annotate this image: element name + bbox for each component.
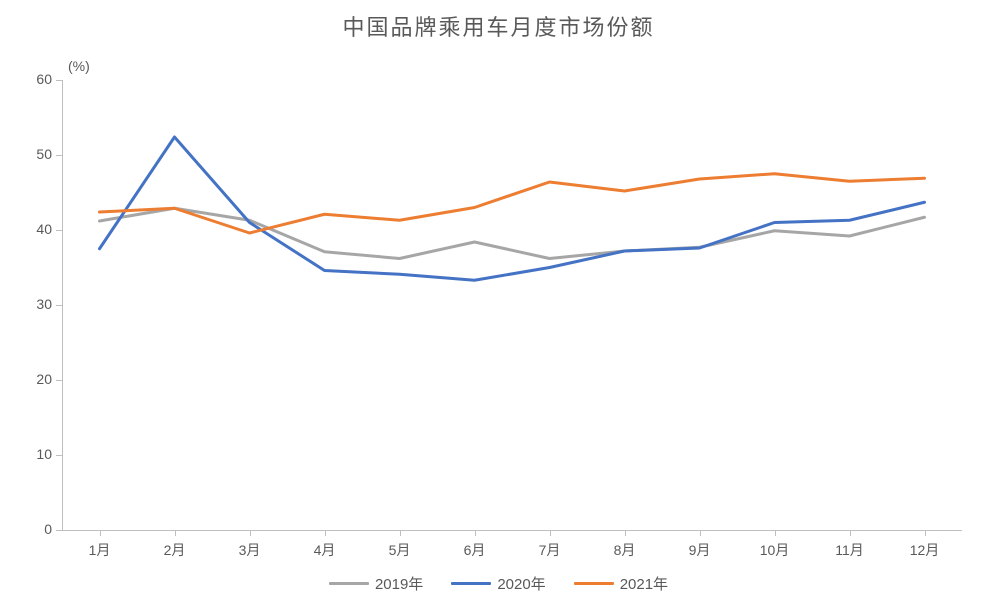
y-tick-label: 60: [18, 71, 52, 87]
y-tick: [56, 530, 62, 531]
legend-swatch: [451, 582, 491, 585]
legend-item: 2020年: [451, 573, 545, 594]
x-tick-label: 5月: [389, 540, 411, 560]
x-tick-label: 12月: [910, 540, 940, 560]
legend-swatch: [574, 582, 614, 585]
x-tick: [625, 530, 626, 536]
x-tick: [850, 530, 851, 536]
line-series-svg: [62, 80, 962, 530]
chart-title: 中国品牌乘用车月度市场份额: [0, 10, 997, 42]
x-axis-line: [62, 530, 962, 531]
x-tick-label: 4月: [314, 540, 336, 560]
legend-item: 2019年: [329, 573, 423, 594]
y-axis-unit-label: (%): [68, 58, 90, 74]
y-tick: [56, 455, 62, 456]
x-tick: [100, 530, 101, 536]
legend-item: 2021年: [574, 573, 668, 594]
x-tick-label: 6月: [464, 540, 486, 560]
y-tick: [56, 80, 62, 81]
legend-swatch: [329, 582, 369, 585]
series-line: [100, 208, 925, 258]
y-tick: [56, 230, 62, 231]
y-tick: [56, 305, 62, 306]
legend: 2019年 2020年 2021年: [0, 572, 997, 594]
x-tick-label: 3月: [239, 540, 261, 560]
legend-label: 2020年: [497, 573, 545, 594]
x-tick-label: 11月: [835, 540, 864, 560]
x-tick: [325, 530, 326, 536]
x-tick-label: 8月: [614, 540, 636, 560]
legend-label: 2021年: [620, 573, 668, 594]
x-tick-label: 7月: [539, 540, 561, 560]
y-tick-label: 10: [18, 446, 52, 462]
chart-container: 中国品牌乘用车月度市场份额 (%) 01020304050601月2月3月4月5…: [0, 0, 997, 602]
y-tick-label: 0: [18, 521, 52, 537]
y-tick-label: 30: [18, 296, 52, 312]
x-tick: [925, 530, 926, 536]
x-tick: [400, 530, 401, 536]
y-tick: [56, 155, 62, 156]
x-tick: [550, 530, 551, 536]
x-tick-label: 9月: [689, 540, 711, 560]
x-tick: [250, 530, 251, 536]
series-line: [100, 137, 925, 280]
legend-label: 2019年: [375, 573, 423, 594]
x-tick-label: 2月: [164, 540, 186, 560]
x-tick: [700, 530, 701, 536]
series-line: [100, 174, 925, 233]
y-tick: [56, 380, 62, 381]
x-tick: [475, 530, 476, 536]
x-tick: [775, 530, 776, 536]
y-tick-label: 20: [18, 371, 52, 387]
y-tick-label: 50: [18, 146, 52, 162]
x-tick-label: 10月: [760, 540, 790, 560]
x-tick: [175, 530, 176, 536]
x-tick-label: 1月: [89, 540, 111, 560]
plot-area: 01020304050601月2月3月4月5月6月7月8月9月10月11月12月: [62, 80, 962, 530]
y-tick-label: 40: [18, 221, 52, 237]
